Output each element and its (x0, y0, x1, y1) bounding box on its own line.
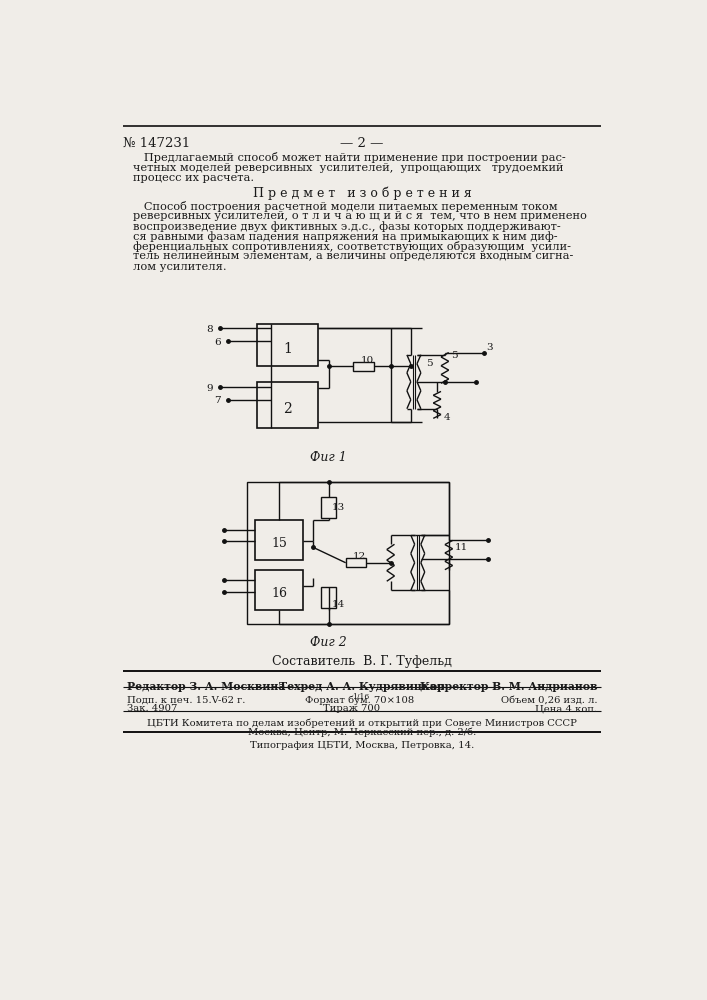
Text: тель нелинейным элементам, а величины определяются входным сигна-: тель нелинейным элементам, а величины оп… (132, 251, 573, 261)
Text: Способ построения расчетной модели питаемых переменным током: Способ построения расчетной модели питае… (132, 201, 557, 212)
Text: 13: 13 (332, 503, 345, 512)
Text: Составитель  В. Г. Туфельд: Составитель В. Г. Туфельд (272, 655, 452, 668)
Bar (257, 382, 317, 428)
Bar (247, 482, 449, 624)
Bar (321, 497, 337, 518)
Text: 7: 7 (214, 396, 221, 405)
Text: 1: 1 (283, 342, 292, 356)
Text: П р е д м е т   и з о б р е т е н и я: П р е д м е т и з о б р е т е н и я (252, 187, 472, 200)
Text: 9: 9 (206, 384, 213, 393)
Text: 2: 2 (284, 402, 292, 416)
Text: 14: 14 (332, 600, 345, 609)
Text: Предлагаемый способ может найти применение при построении рас-: Предлагаемый способ может найти применен… (132, 152, 566, 163)
Text: лом усилителя.: лом усилителя. (132, 262, 226, 272)
Bar (321, 587, 337, 608)
Text: Редактор З. А. Москвина: Редактор З. А. Москвина (127, 681, 286, 692)
Text: Объем 0,26 изд. л.: Объем 0,26 изд. л. (501, 696, 597, 705)
Text: Зак. 4907: Зак. 4907 (127, 704, 177, 713)
Text: 5: 5 (426, 359, 433, 368)
Text: ференциальных сопротивлениях, соответствующих образующим  усили-: ференциальных сопротивлениях, соответств… (132, 241, 571, 252)
Bar (255, 520, 303, 560)
Bar (354, 362, 373, 371)
Text: 8: 8 (206, 325, 213, 334)
Text: Фиг 1: Фиг 1 (310, 451, 347, 464)
Bar (255, 570, 303, 610)
Bar (346, 558, 366, 567)
Text: Типография ЦБТИ, Москва, Петровка, 14.: Типография ЦБТИ, Москва, Петровка, 14. (250, 741, 474, 750)
Text: процесс их расчета.: процесс их расчета. (132, 173, 254, 183)
Text: 11: 11 (455, 544, 468, 552)
Text: Формат бум. 70×108: Формат бум. 70×108 (305, 696, 414, 705)
Text: 6: 6 (214, 338, 221, 347)
Text: ЦБТИ Комитета по делам изобретений и открытий при Совете Министров СССР: ЦБТИ Комитета по делам изобретений и отк… (147, 718, 577, 728)
Text: 3: 3 (486, 343, 493, 352)
Text: Тираж 700: Тираж 700 (323, 704, 380, 713)
Text: 1/16: 1/16 (352, 693, 369, 701)
Text: реверсивных усилителей, о т л и ч а ю щ и й с я  тем, что в нем применено: реверсивных усилителей, о т л и ч а ю щ … (132, 211, 586, 221)
Text: 5: 5 (451, 351, 457, 360)
Text: четных моделей реверсивных  усилителей,  упрощающих   трудоемкий: четных моделей реверсивных усилителей, у… (132, 163, 563, 173)
Text: Фиг 2: Фиг 2 (310, 636, 347, 649)
Text: 16: 16 (271, 587, 287, 600)
Text: Техред А. А. Кудрявицкая: Техред А. А. Кудрявицкая (279, 681, 445, 692)
Text: 15: 15 (271, 537, 287, 550)
Text: — 2 —: — 2 — (340, 137, 384, 150)
Text: 10: 10 (361, 356, 374, 365)
Text: № 147231: № 147231 (123, 137, 190, 150)
Text: Корректор В. М. Андрианов: Корректор В. М. Андрианов (420, 681, 597, 692)
Text: 12: 12 (353, 552, 366, 561)
Text: ся равными фазам падения напряжения на примыкающих к ним диф-: ся равными фазам падения напряжения на п… (132, 231, 557, 242)
Bar (257, 324, 317, 366)
Text: Подп. к печ. 15.V-62 г.: Подп. к печ. 15.V-62 г. (127, 696, 245, 705)
Text: 4: 4 (443, 413, 450, 422)
Text: воспроизведение двух фиктивных э.д.с., фазы которых поддерживают-: воспроизведение двух фиктивных э.д.с., ф… (132, 221, 561, 232)
Text: Цена 4 коп.: Цена 4 коп. (535, 704, 597, 713)
Text: Москва, Центр, М. Черкасский пер., д. 2/б.: Москва, Центр, М. Черкасский пер., д. 2/… (248, 728, 476, 737)
